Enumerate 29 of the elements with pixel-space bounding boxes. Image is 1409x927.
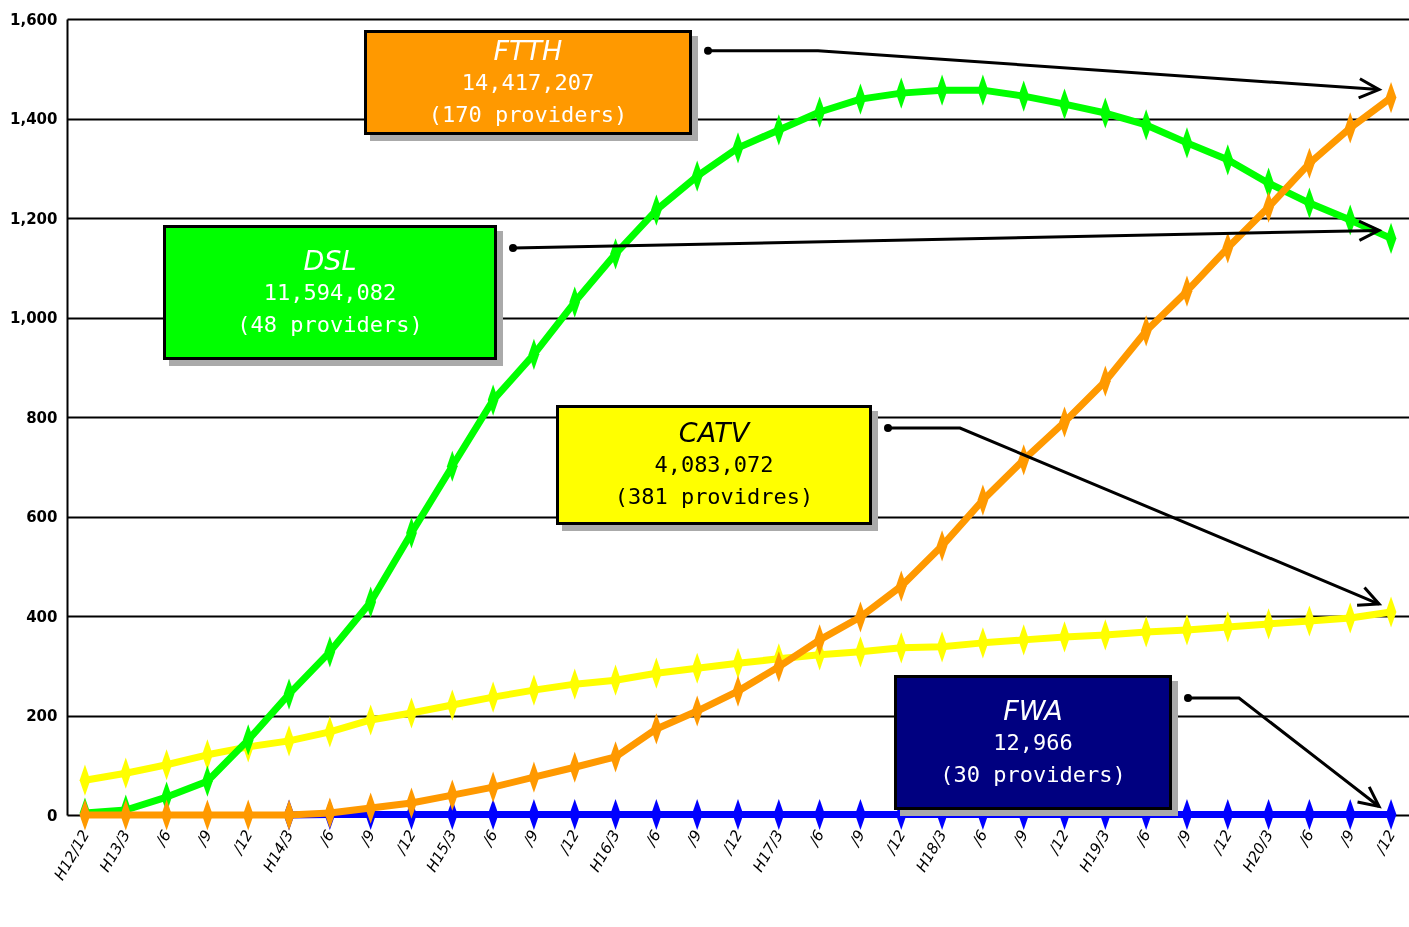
x-tick-label: /6 bbox=[967, 827, 992, 851]
x-tick-label: /6 bbox=[1293, 827, 1318, 851]
y-tick-label: 0 bbox=[47, 806, 58, 825]
x-tick-label: /9 bbox=[1171, 827, 1196, 851]
y-tick-label: 600 bbox=[26, 508, 58, 526]
x-tick-label: /9 bbox=[681, 827, 706, 851]
x-tick-label: /9 bbox=[1334, 827, 1359, 851]
x-tick-label: /6 bbox=[314, 827, 339, 851]
x-tick-label: /6 bbox=[804, 827, 828, 851]
x-tick-label: /6 bbox=[150, 827, 175, 851]
x-tick-label: /6 bbox=[640, 827, 665, 851]
x-tick-label: /9 bbox=[355, 827, 379, 851]
annotation: FWA 12,966 (30 providers) bbox=[939, 694, 1127, 789]
y-tick-label: 200 bbox=[26, 707, 58, 725]
y-tick-label: 800 bbox=[26, 408, 58, 427]
x-tick-label: /6 bbox=[1130, 827, 1155, 851]
y-tick-label: 1,400 bbox=[10, 110, 58, 128]
annotation: CATV 4,083,072 (381 providres) bbox=[613, 417, 815, 511]
y-tick-label: 400 bbox=[26, 607, 58, 626]
x-tick-label: /9 bbox=[191, 827, 216, 851]
y-tick-label: 1,600 bbox=[10, 10, 58, 29]
annotation: DSL 11,594,082 (48 providers) bbox=[236, 244, 424, 339]
x-tick-label: /9 bbox=[844, 827, 869, 851]
x-tick-label: /9 bbox=[1008, 827, 1032, 851]
y-tick-label: 1,200 bbox=[10, 209, 58, 228]
annotation: FTTH 14,417,207 (170 providers) bbox=[427, 34, 629, 129]
x-tick-label: /6 bbox=[477, 827, 502, 851]
x-tick-label: /9 bbox=[518, 827, 543, 851]
y-tick-label: 1,000 bbox=[10, 309, 58, 327]
